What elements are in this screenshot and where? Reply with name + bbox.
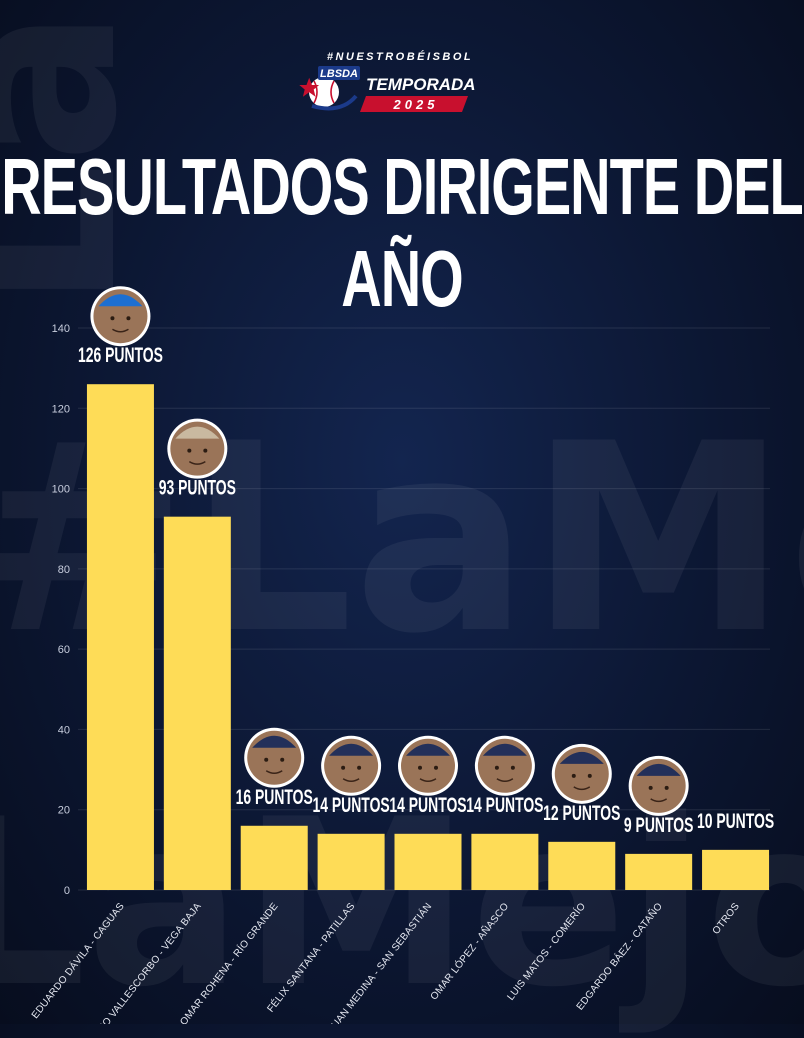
page-title: RESULTADOS DIRIGENTE DEL AÑO: [1, 141, 804, 324]
avatar: [398, 735, 458, 796]
bar: [548, 841, 616, 890]
eye-icon: [510, 765, 515, 770]
mouth-icon: [573, 786, 591, 791]
mouth-icon: [112, 328, 129, 333]
data-label: 14 PUNTOS: [466, 793, 543, 817]
eye-icon: [126, 316, 131, 321]
category-label: FÉLIX SANTANA - PATILLAS: [264, 900, 358, 1015]
data-label: 14 PUNTOS: [313, 793, 390, 817]
eye-icon: [664, 785, 669, 790]
y-tick-label: 20: [58, 805, 70, 817]
mouth-icon: [342, 778, 360, 783]
baseball-icon: [309, 77, 339, 107]
category-label: LUIS MATOS - COMERÍO: [504, 900, 588, 1003]
league-logo: LBSDA TEMPORADA 2025: [299, 66, 476, 112]
eye-icon: [587, 773, 592, 778]
y-tick-label: 60: [58, 644, 70, 656]
cap-icon: [636, 763, 681, 776]
bar: [317, 833, 385, 890]
season-label: TEMPORADA: [366, 75, 476, 94]
data-label: 126 PUNTOS: [78, 343, 163, 367]
mouth-icon: [265, 770, 283, 775]
y-tick-label: 120: [52, 403, 70, 415]
avatar: [244, 727, 305, 788]
cap-icon: [482, 743, 527, 756]
star-icon: [299, 77, 320, 97]
cap-icon: [175, 426, 220, 439]
mouth-icon: [419, 778, 437, 783]
category-label: OTROS: [711, 901, 742, 937]
eye-icon: [110, 316, 115, 321]
bar: [163, 516, 231, 890]
data-label: 14 PUNTOS: [389, 793, 466, 817]
avatar: [321, 735, 382, 796]
bars: [86, 384, 770, 890]
bar: [471, 833, 539, 890]
y-tick-label: 40: [58, 724, 70, 736]
logo-text: LBSDA: [320, 68, 358, 80]
category-label: ANTONIO VALLESCORBO - VEGA BAJA: [77, 901, 204, 1024]
y-tick-label: 140: [52, 323, 70, 335]
season-year: 2025: [393, 97, 439, 112]
avatar: [167, 418, 228, 479]
bar: [625, 853, 693, 890]
category-label: EDUARDO DÁVILA - CAGUAS: [28, 900, 127, 1021]
eye-icon: [571, 773, 576, 778]
avatar: [551, 743, 612, 804]
bar: [394, 833, 462, 890]
data-label: 9 PUNTOS: [624, 813, 693, 837]
eye-icon: [187, 448, 192, 453]
eye-icon: [264, 757, 269, 762]
eye-icon: [357, 765, 362, 770]
data-label: 12 PUNTOS: [543, 801, 620, 825]
category-label: EDGARDO BÁEZ - CATAÑO: [573, 900, 665, 1013]
eye-icon: [280, 757, 285, 762]
cap-icon: [98, 294, 143, 307]
data-label: 93 PUNTOS: [159, 476, 236, 500]
y-tick-label: 80: [58, 564, 70, 576]
bar: [240, 825, 308, 890]
mouth-icon: [188, 461, 206, 465]
eye-icon: [648, 785, 653, 790]
data-label: 16 PUNTOS: [236, 785, 313, 809]
eye-icon: [341, 765, 346, 770]
cap-icon: [329, 743, 374, 756]
avatars: [90, 286, 689, 816]
mouth-icon: [496, 778, 514, 783]
y-tick-label: 0: [64, 885, 70, 897]
y-axis: 0 20 40 60 80 100 120 140: [52, 323, 70, 897]
bar: [86, 384, 154, 890]
cap-icon: [252, 735, 297, 748]
eye-icon: [418, 765, 422, 770]
category-label: OMAR LÓPEZ - AÑASCO: [427, 900, 511, 1003]
eye-icon: [494, 765, 499, 770]
data-label: 10 PUNTOS: [697, 809, 774, 833]
y-tick-label: 100: [52, 484, 70, 496]
avatar: [474, 735, 535, 796]
bar: [702, 849, 770, 890]
avatar: [90, 286, 151, 347]
cap-icon: [406, 743, 450, 756]
mouth-icon: [650, 798, 668, 803]
avatar: [628, 755, 689, 816]
eye-icon: [203, 448, 208, 453]
cap-icon: [559, 751, 604, 764]
eye-icon: [434, 765, 438, 770]
hashtag-text: #NUESTROBÉISBOL: [326, 51, 474, 63]
